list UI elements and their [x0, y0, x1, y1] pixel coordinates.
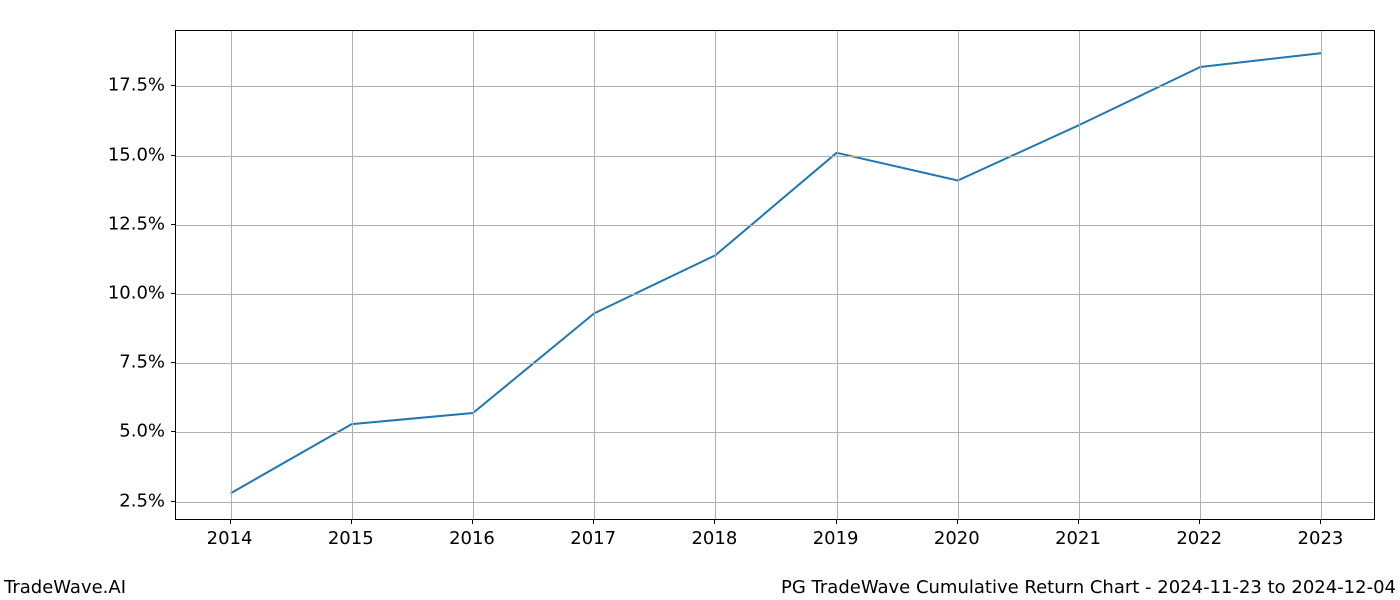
series-line-cumulative-return	[231, 53, 1322, 493]
line-layer	[176, 31, 1376, 521]
x-tick-mark	[836, 520, 837, 524]
y-tick-mark	[171, 293, 175, 294]
grid-line-vertical	[1200, 31, 1201, 519]
y-tick-label: 15.0%	[108, 144, 165, 165]
x-tick-label: 2015	[328, 528, 374, 549]
x-tick-label: 2022	[1176, 528, 1222, 549]
x-tick-mark	[1078, 520, 1079, 524]
chart-container: TradeWave.AI PG TradeWave Cumulative Ret…	[0, 0, 1400, 600]
grid-line-vertical	[958, 31, 959, 519]
y-tick-mark	[171, 224, 175, 225]
x-tick-mark	[1320, 520, 1321, 524]
grid-line-horizontal	[176, 502, 1374, 503]
x-tick-mark	[351, 520, 352, 524]
grid-line-horizontal	[176, 432, 1374, 433]
y-tick-label: 5.0%	[119, 421, 165, 442]
x-tick-mark	[714, 520, 715, 524]
grid-line-vertical	[231, 31, 232, 519]
grid-line-vertical	[1079, 31, 1080, 519]
grid-line-vertical	[715, 31, 716, 519]
grid-line-horizontal	[176, 294, 1374, 295]
x-tick-mark	[1199, 520, 1200, 524]
x-tick-label: 2017	[570, 528, 616, 549]
x-tick-mark	[957, 520, 958, 524]
plot-area	[175, 30, 1375, 520]
x-tick-mark	[472, 520, 473, 524]
grid-line-vertical	[594, 31, 595, 519]
y-tick-label: 10.0%	[108, 282, 165, 303]
y-tick-mark	[171, 431, 175, 432]
y-tick-label: 12.5%	[108, 213, 165, 234]
x-tick-label: 2019	[813, 528, 859, 549]
x-tick-label: 2018	[691, 528, 737, 549]
footer-left-text: TradeWave.AI	[4, 577, 126, 598]
grid-line-vertical	[473, 31, 474, 519]
x-tick-label: 2014	[207, 528, 253, 549]
x-tick-mark	[230, 520, 231, 524]
footer-right-text: PG TradeWave Cumulative Return Chart - 2…	[781, 577, 1396, 598]
grid-line-horizontal	[176, 86, 1374, 87]
x-tick-mark	[593, 520, 594, 524]
grid-line-horizontal	[176, 363, 1374, 364]
x-tick-label: 2021	[1055, 528, 1101, 549]
grid-line-vertical	[837, 31, 838, 519]
x-tick-label: 2020	[934, 528, 980, 549]
y-tick-mark	[171, 362, 175, 363]
y-tick-label: 17.5%	[108, 75, 165, 96]
y-tick-mark	[171, 501, 175, 502]
x-tick-label: 2023	[1298, 528, 1344, 549]
grid-line-horizontal	[176, 225, 1374, 226]
grid-line-vertical	[1321, 31, 1322, 519]
grid-line-vertical	[352, 31, 353, 519]
y-tick-label: 7.5%	[119, 352, 165, 373]
y-tick-mark	[171, 85, 175, 86]
x-tick-label: 2016	[449, 528, 495, 549]
grid-line-horizontal	[176, 156, 1374, 157]
y-tick-mark	[171, 155, 175, 156]
y-tick-label: 2.5%	[119, 490, 165, 511]
